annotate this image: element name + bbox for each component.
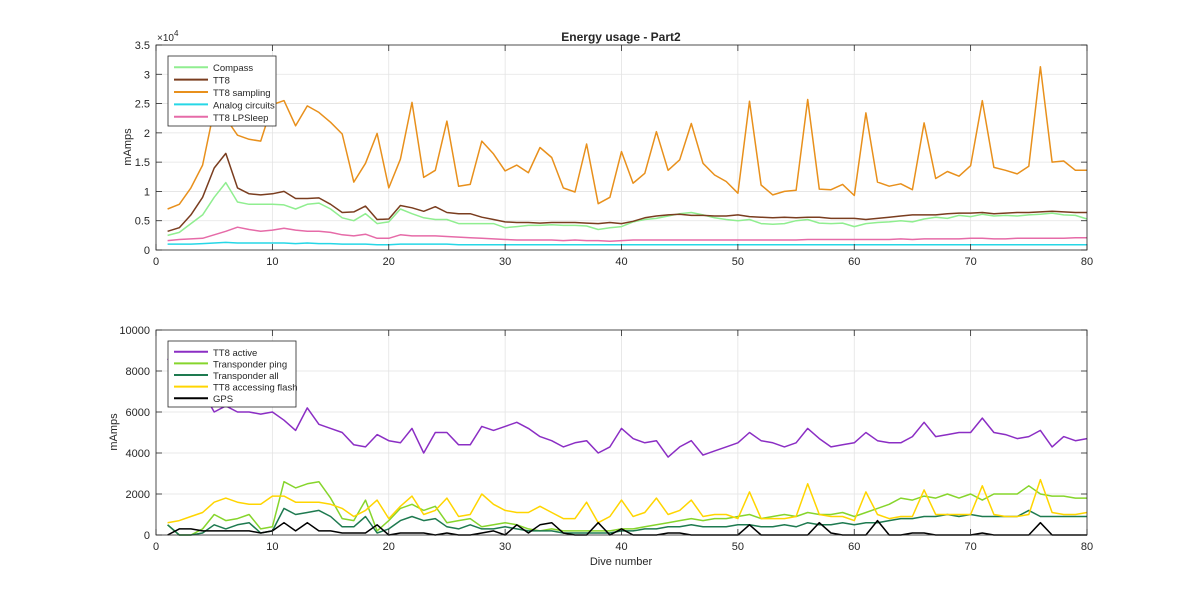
x-tick-label: 80 xyxy=(1081,541,1093,553)
series-line-tt8-sampling xyxy=(167,65,1087,210)
legend-label: Transponder all xyxy=(213,371,279,382)
series-line-analog-circuits xyxy=(167,241,1087,246)
legend-label: TT8 sampling xyxy=(213,88,271,99)
x-axis-label: Dive number xyxy=(590,556,653,568)
x-tick-label: 80 xyxy=(1081,256,1093,268)
y-tick-label: 2000 xyxy=(126,489,150,501)
y-tick-label: 8000 xyxy=(126,366,150,378)
y-tick-label: 0.5 xyxy=(135,216,150,228)
x-tick-label: 10 xyxy=(266,256,278,268)
x-tick-label: 60 xyxy=(848,256,860,268)
x-tick-label: 30 xyxy=(499,256,511,268)
y-tick-label: 2.5 xyxy=(135,99,150,111)
x-tick-label: 20 xyxy=(383,541,395,553)
x-tick-label: 70 xyxy=(965,256,977,268)
chart-title: Energy usage - Part2 xyxy=(561,30,681,44)
x-tick-label: 70 xyxy=(965,541,977,553)
series-line-transponder-all xyxy=(167,507,1087,536)
x-tick-label: 50 xyxy=(732,541,744,553)
x-tick-label: 50 xyxy=(732,256,744,268)
series-line-tt8 xyxy=(167,152,1087,233)
y-tick-label: 6000 xyxy=(126,407,150,419)
y-tick-label: 1.5 xyxy=(135,157,150,169)
series-line-tt8-lpsleep xyxy=(167,226,1087,242)
y-tick-label: 2 xyxy=(144,128,150,140)
y-tick-label: 0 xyxy=(144,530,150,542)
series-line-tt8-active xyxy=(167,358,1088,458)
series-line-tt8-accessing-flash xyxy=(167,478,1088,524)
x-tick-label: 30 xyxy=(499,541,511,553)
y-tick-label: 3.5 xyxy=(135,40,150,52)
legend-label: Analog circuits xyxy=(213,100,275,111)
legend-label: TT8 xyxy=(213,76,230,87)
legend-label: TT8 LPSleep xyxy=(213,113,268,124)
y-tick-label: 0 xyxy=(144,245,150,257)
x-tick-label: 40 xyxy=(615,541,627,553)
x-tick-label: 0 xyxy=(153,256,159,268)
series-line-compass xyxy=(167,181,1088,237)
x-tick-label: 60 xyxy=(848,541,860,553)
x-tick-label: 20 xyxy=(383,256,395,268)
y-tick-label: 1 xyxy=(144,186,150,198)
top-axes: 0 10 20 30 40 50 60 70 80 0 0.5 1 1.5 2 2.5 3 3.5 Energ… xyxy=(122,29,1093,268)
legend-label: TT8 accessing flash xyxy=(213,383,297,394)
series-line-transponder-ping xyxy=(167,480,1087,536)
x-tick-label: 0 xyxy=(153,541,159,553)
legend-label: GPS xyxy=(213,394,233,405)
bottom-axes: 0 10 20 30 40 50 60 70 80 0 2000 4000 6000 8000 10000… xyxy=(108,325,1093,568)
y-multiplier: ×104 xyxy=(157,29,179,44)
legend-label: Compass xyxy=(213,63,253,74)
y-axis-label: mAmps xyxy=(122,128,134,166)
legend-label: Transponder ping xyxy=(213,359,287,370)
y-multiplier-exponent: 4 xyxy=(174,29,179,38)
x-tick-label: 10 xyxy=(266,541,278,553)
y-multiplier-base: ×10 xyxy=(157,33,174,44)
y-tick-label: 4000 xyxy=(126,448,150,460)
x-tick-label: 40 xyxy=(615,256,627,268)
y-tick-label: 3 xyxy=(144,69,150,81)
legend-label: TT8 active xyxy=(213,348,257,359)
y-axis-label: mAmps xyxy=(108,413,120,451)
y-tick-label: 10000 xyxy=(119,325,150,337)
